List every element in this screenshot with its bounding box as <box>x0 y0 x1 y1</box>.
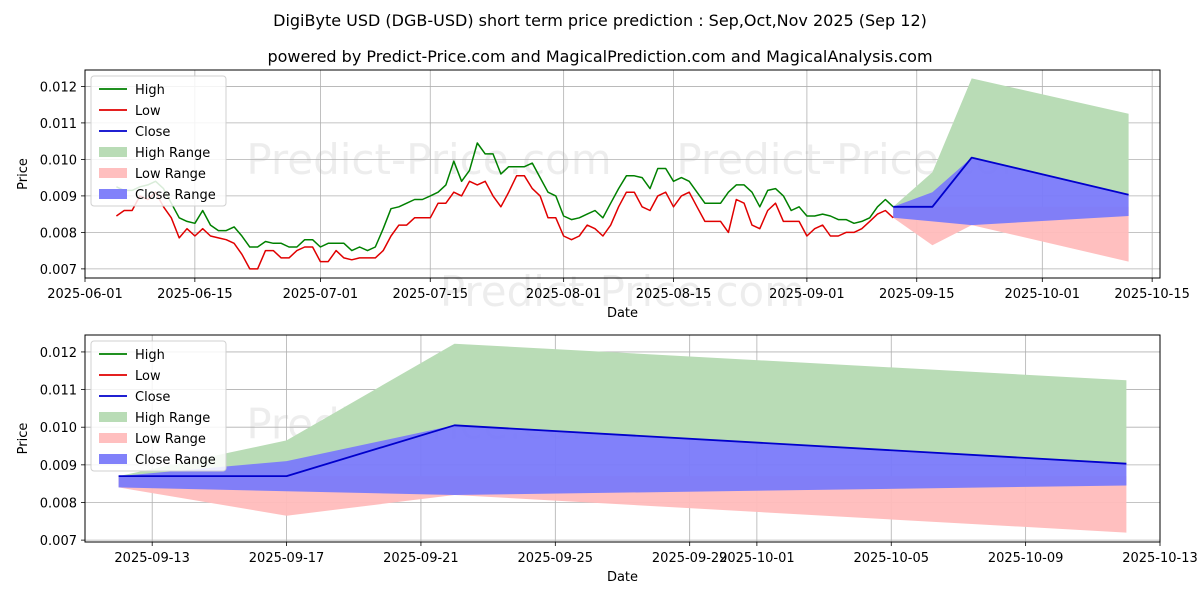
y-axis-label: Price <box>16 158 31 190</box>
x-tick-label: 2025-09-29 <box>652 551 728 566</box>
y-tick-label: 0.008 <box>40 226 77 241</box>
x-tick-label: 2025-08-01 <box>526 287 602 302</box>
x-tick-label: 2025-09-17 <box>249 551 325 566</box>
legend-label: Close <box>135 390 170 405</box>
watermark-text: Predict-Price.com <box>440 267 805 316</box>
y-tick-label: 0.010 <box>40 153 77 168</box>
x-tick-label: 2025-06-01 <box>47 287 123 302</box>
legend-label: Low Range <box>135 167 206 182</box>
x-tick-label: 2025-10-09 <box>988 551 1064 566</box>
y-tick-label: 0.008 <box>40 496 77 511</box>
legend-label: High <box>135 348 165 363</box>
chart-title: DigiByte USD (DGB-USD) short term price … <box>273 11 927 30</box>
legend-swatch-low-range <box>99 168 127 178</box>
legend-swatch-low-range <box>99 433 127 443</box>
y-tick-label: 0.012 <box>40 346 77 361</box>
legend-label: Low <box>135 369 161 384</box>
x-tick-label: 2025-09-25 <box>518 551 594 566</box>
x-tick-label: 2025-08-15 <box>636 287 712 302</box>
y-tick-label: 0.009 <box>40 190 77 205</box>
axes-frame <box>84 69 1161 279</box>
bottom-panel: Predict-Price.comPredict-Price.com0.0070… <box>16 334 1198 585</box>
x-tick-label: 2025-06-15 <box>157 287 233 302</box>
high-range-band <box>893 78 1129 207</box>
close-range-band <box>893 157 1129 226</box>
legend-swatch-high-range <box>99 412 127 422</box>
x-tick-label: 2025-10-01 <box>719 551 795 566</box>
legend-label: Close <box>135 125 170 140</box>
x-tick-label: 2025-09-15 <box>879 287 955 302</box>
legend-label: High Range <box>135 411 210 426</box>
legend-label: Close Range <box>135 188 216 203</box>
axes-frame <box>84 334 1161 543</box>
x-tick-label: 2025-10-01 <box>1005 287 1081 302</box>
x-tick-label: 2025-10-05 <box>853 551 929 566</box>
close-line <box>118 424 1127 478</box>
x-tick-label: 2025-09-01 <box>769 287 845 302</box>
legend-swatch-high-range <box>99 147 127 157</box>
high-range-band <box>118 343 1127 477</box>
top-panel: Predict-Price.com Predict-Price.comPredic… <box>16 69 1190 321</box>
y-axis-label: Price <box>16 423 31 455</box>
chart-subtitle: powered by Predict-Price.com and Magical… <box>267 47 932 66</box>
y-tick-label: 0.007 <box>40 534 77 549</box>
legend-swatch-close-range <box>99 454 127 464</box>
y-tick-label: 0.011 <box>40 384 77 399</box>
legend-swatch-close-range <box>99 189 127 199</box>
x-tick-label: 2025-09-13 <box>114 551 190 566</box>
x-tick-label: 2025-07-15 <box>392 287 468 302</box>
close-line <box>893 156 1129 208</box>
x-axis-label: Date <box>607 306 638 321</box>
legend-label: High <box>135 83 165 98</box>
x-axis-label: Date <box>607 570 638 585</box>
x-tick-label: 2025-07-01 <box>283 287 359 302</box>
y-tick-label: 0.010 <box>40 421 77 436</box>
y-tick-label: 0.007 <box>40 263 77 278</box>
legend-label: Low Range <box>135 432 206 447</box>
x-tick-label: 2025-10-13 <box>1122 551 1198 566</box>
y-tick-label: 0.011 <box>40 117 77 132</box>
high-line <box>116 142 894 252</box>
x-tick-label: 2025-10-15 <box>1114 287 1190 302</box>
low-line <box>115 175 894 270</box>
legend-label: Low <box>135 104 161 119</box>
legend-label: High Range <box>135 146 210 161</box>
y-tick-label: 0.009 <box>40 459 77 474</box>
legend-label: Close Range <box>135 453 216 468</box>
y-tick-label: 0.012 <box>40 80 77 95</box>
x-tick-label: 2025-09-21 <box>383 551 459 566</box>
close-range-band <box>118 425 1127 495</box>
